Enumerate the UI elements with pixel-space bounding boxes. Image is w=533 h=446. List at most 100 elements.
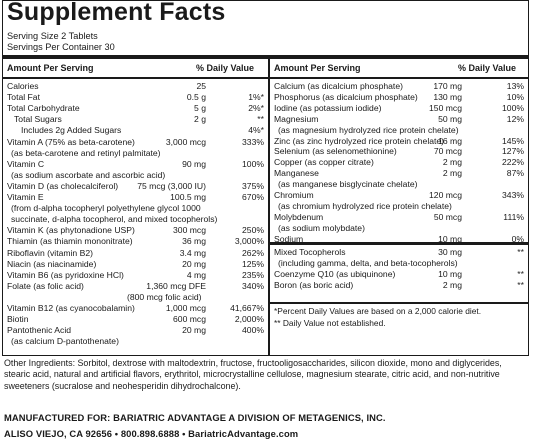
nutrient-daily-value: ** <box>517 269 524 279</box>
nutrient-amount: 600 mcg <box>173 314 206 325</box>
nutrient-row: Vitamin C 90 mg 100% <box>7 159 266 170</box>
nutrient-row: Sodium 10 mg 0% <box>274 234 526 245</box>
nutrient-row: Copper (as copper citrate) 2 mg 222% <box>274 157 526 168</box>
nutrient-source: (including gamma, delta, and beta-tocoph… <box>278 258 458 268</box>
nutrient-amount: 2 mg <box>442 157 462 168</box>
nutrient-daily-value: 100% <box>502 102 524 113</box>
footnote-rule <box>270 302 528 304</box>
nutrient-daily-value: 41,667% <box>230 303 264 313</box>
nutrient-subline: (as manganese bisglycinate chelate) <box>274 179 526 190</box>
nutrient-source: (as beta-carotene and retinyl palmitate) <box>11 147 161 158</box>
nutrient-amount: 30 mg <box>438 247 462 257</box>
nutrient-daily-value: 343% <box>502 190 524 200</box>
nutrient-subline: succinate, d-alpha tocopherol, and mixed… <box>7 214 266 225</box>
nutrient-row: Magnesium 50 mg 12% <box>274 114 526 125</box>
nutrient-row: Boron (as boric acid) 2 mg ** <box>274 280 526 291</box>
nutrient-row: Calories 25 <box>7 81 266 92</box>
right-other-column: Mixed Tocopherols 30 mg ** (including gamma… <box>274 247 526 297</box>
nutrient-name: Thiamin (as thiamin mononitrate) <box>7 236 133 247</box>
nutrient-name: Riboflavin (vitamin B2) <box>7 247 93 258</box>
nutrient-row: Thiamin (as thiamin mononitrate) 36 mg 3,0… <box>7 236 266 247</box>
nutrient-name: Selenium (as selenomethionine) <box>274 146 397 157</box>
nutrient-daily-value: 1%* <box>248 92 264 103</box>
nutrient-row: Total Sugars 2 g ** <box>7 114 266 125</box>
nutrient-subline: (as sodium ascorbate and ascorbic acid) <box>7 170 266 181</box>
nutrient-amount: 170 mg <box>433 81 462 91</box>
nutrient-subline: (including gamma, delta, and beta-tocoph… <box>274 258 526 269</box>
nutrient-daily-value: 10% <box>506 91 524 102</box>
header-rule-top <box>3 55 528 59</box>
nutrient-name: Zinc (as zinc hydrolyzed rice protein ch… <box>274 135 445 146</box>
left-header-rule <box>3 77 268 79</box>
nutrient-subline: (as chromium hydrolyzed rice protein che… <box>274 201 526 212</box>
not-established-footnote: ** Daily Value not established. <box>274 318 386 328</box>
right-header-rule <box>270 77 528 79</box>
nutrient-daily-value: 0% <box>511 233 524 244</box>
nutrient-name: Manganese <box>274 168 319 179</box>
nutrient-row: Zinc (as zinc hydrolyzed rice protein ch… <box>274 136 526 147</box>
nutrient-amount: 2 mg <box>442 280 462 290</box>
nutrient-amount: 100.5 mg <box>170 192 206 202</box>
nutrient-row: Includes 2g Added Sugars 4%* <box>7 125 266 136</box>
nutrient-amount: 3.4 mg <box>179 247 206 258</box>
nutrient-subline: (as beta-carotene and retinyl palmitate) <box>7 148 266 159</box>
nutrient-source: (as calcium D-pantothenate) <box>11 336 119 347</box>
nutrient-daily-value: 111% <box>503 211 524 222</box>
nutrient-amount: 16 mg <box>438 135 462 146</box>
right-section-rule <box>270 242 528 245</box>
nutrient-amount: 50 mg <box>438 113 462 124</box>
nutrient-name: Magnesium <box>274 113 319 124</box>
serving-size: Serving Size 2 Tablets <box>7 31 98 41</box>
nutrient-row: Riboflavin (vitamin B2) 3.4 mg 262% <box>7 248 266 259</box>
servings-per-container: Servings Per Container 30 <box>7 42 115 52</box>
left-nutrient-column: Calories 25 Total Fat 0.5 g 1%* Total Carbohy… <box>7 81 266 351</box>
nutrient-amount: 150 mcg <box>429 102 462 113</box>
nutrient-daily-value: 4%* <box>248 125 264 136</box>
nutrient-subline: (as sodium molybdate) <box>274 223 526 234</box>
nutrient-daily-value: 100% <box>242 158 264 169</box>
nutrient-daily-value: 2%* <box>248 103 264 114</box>
nutrient-daily-value: 250% <box>242 225 264 236</box>
nutrient-daily-value: 127% <box>502 146 524 157</box>
nutrient-daily-value: 400% <box>242 325 264 336</box>
nutrient-row: Biotin 600 mcg 2,000% <box>7 314 266 325</box>
nutrient-daily-value: 670% <box>242 192 264 202</box>
nutrient-name: Boron (as boric acid) <box>274 280 354 290</box>
nutrient-amount: 2 g <box>194 114 206 125</box>
nutrient-row: Phosphorus (as dicalcium phosphate) 130 m… <box>274 92 526 103</box>
nutrient-amount: 2 mg <box>442 168 462 179</box>
right-dv-header: % Daily Value <box>458 63 517 73</box>
nutrient-row: Folate (as folic acid) 1,360 mcg DFE 340% <box>7 281 266 292</box>
nutrient-row: Vitamin A (75% as beta-carotene) 3,000 mc… <box>7 137 266 148</box>
nutrient-amount: 70 mcg <box>433 146 462 157</box>
nutrient-source: (as chromium hydrolyzed rice protein che… <box>278 200 452 211</box>
nutrient-amount: 5 g <box>194 103 206 114</box>
nutrient-name: Sodium <box>274 233 304 244</box>
nutrient-daily-value: 125% <box>242 258 264 269</box>
right-nutrient-column: Calcium (as dicalcium phosphate) 170 mg 13… <box>274 81 526 251</box>
nutrient-name: Coenzyme Q10 (as ubiquinone) <box>274 269 396 279</box>
nutrient-daily-value: 145% <box>502 135 524 146</box>
nutrient-name: Vitamin B12 (as cyanocobalamin) <box>7 303 135 313</box>
nutrient-amount: 120 mcg <box>429 190 462 200</box>
nutrient-name: Copper (as copper citrate) <box>274 157 374 168</box>
left-amount-header: Amount Per Serving <box>7 63 94 73</box>
nutrient-row: Pantothenic Acid 20 mg 400% <box>7 325 266 336</box>
nutrient-daily-value: 235% <box>242 269 264 280</box>
nutrient-name: Vitamin B6 (as pyridoxine HCl) <box>7 269 124 280</box>
nutrient-row: Calcium (as dicalcium phosphate) 170 mg 13… <box>274 81 526 92</box>
nutrient-source: (800 mcg folic acid) <box>127 291 202 302</box>
nutrient-row: Iodine (as potassium iodide) 150 mcg 100% <box>274 103 526 114</box>
nutrient-daily-value: ** <box>517 280 524 290</box>
nutrient-daily-value: 12% <box>506 113 524 124</box>
nutrient-daily-value: 3,000% <box>234 236 264 247</box>
nutrient-row: Vitamin D (as cholecalciferol) 75 mcg (3,… <box>7 181 266 192</box>
nutrient-amount: 1,360 mcg DFE <box>146 280 206 291</box>
nutrient-row: Vitamin K (as phytonadione USP) 300 mcg 25… <box>7 225 266 236</box>
nutrient-subline: (from d-alpha tocopheryl polyethylene gl… <box>7 203 266 214</box>
nutrient-amount: 20 mg <box>182 325 206 336</box>
nutrient-name: Vitamin A (75% as beta-carotene) <box>7 136 135 147</box>
nutrient-daily-value: ** <box>517 247 524 257</box>
manufacturer-line: MANUFACTURED FOR: BARIATRIC ADVANTAGE A … <box>4 412 386 423</box>
nutrient-row: Vitamin E 100.5 mg 670% <box>7 192 266 203</box>
